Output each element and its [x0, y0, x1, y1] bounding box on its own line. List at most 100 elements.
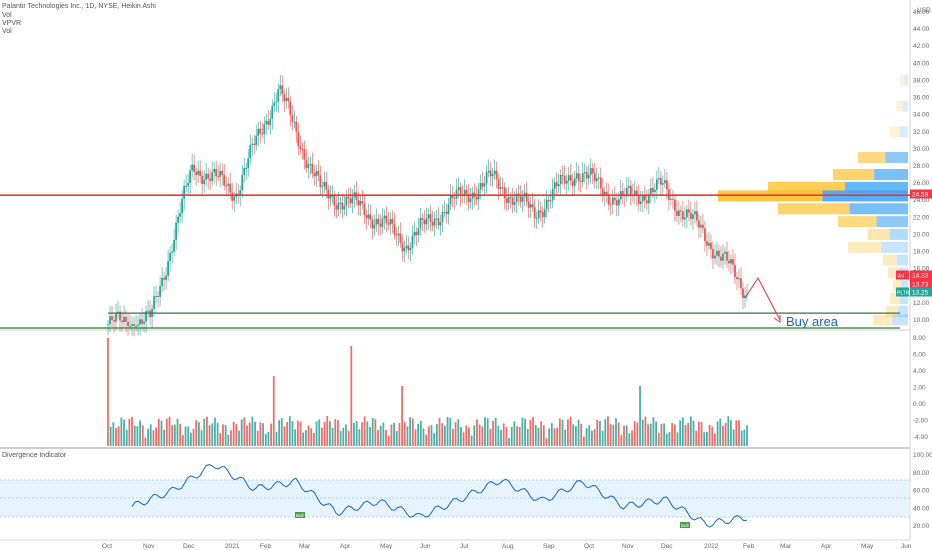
volume-bar [470, 435, 473, 446]
volume-bar [639, 386, 641, 446]
candle-body [541, 212, 544, 217]
candle-body [183, 186, 186, 199]
volume-bar [377, 430, 379, 446]
volume-bar [735, 420, 738, 446]
volume-bar [246, 425, 248, 446]
volume-bar [529, 419, 532, 446]
volume-axis-ticks: 8.00 6.00 4.00 2.00 0.00 -2.00 -4.00 [913, 335, 928, 441]
volume-bar [296, 420, 299, 446]
candle-body [501, 187, 504, 189]
candle-body [579, 180, 582, 182]
candle-body [603, 191, 606, 196]
volume-bar [730, 420, 732, 446]
volume-bar [187, 426, 190, 446]
candle-body [597, 177, 600, 179]
candle-body [297, 131, 300, 147]
candle-body [405, 245, 408, 248]
candle-body [355, 192, 358, 201]
volume-bar [128, 418, 131, 446]
volume-bar [673, 424, 676, 446]
volume-bar [676, 432, 679, 446]
volume-bar [607, 416, 609, 446]
candle-body [663, 180, 666, 184]
candle-body [720, 256, 722, 261]
price-tick-label: 44.00 [913, 26, 930, 33]
candle-body [732, 259, 734, 265]
volume-bar [409, 417, 412, 446]
price-tick-label: 30.00 [913, 146, 930, 153]
volume-bar [558, 418, 561, 446]
candle-body [221, 170, 224, 176]
volume-bar [649, 423, 652, 446]
candle-body [337, 202, 340, 210]
candle-body [185, 185, 188, 187]
volume-bar [387, 435, 390, 446]
candle-body [187, 182, 190, 186]
candle-body [425, 218, 428, 225]
volume-bar [248, 422, 251, 446]
volume-bar [288, 416, 291, 446]
candle-body [679, 210, 682, 212]
vpvr-bar-volume-up [900, 74, 905, 86]
price-levels[interactable] [0, 194, 910, 329]
candle-body [716, 250, 718, 256]
buy-area-label[interactable]: Buy area [786, 314, 839, 329]
candle-body [119, 311, 121, 321]
candle-body [193, 164, 196, 172]
candle-body [409, 248, 412, 251]
forecast-arrow[interactable] [744, 277, 781, 321]
price-tick-label: 34.00 [913, 112, 930, 119]
volume-bar [625, 425, 628, 446]
candle-body [688, 209, 690, 213]
volume-bar [719, 418, 722, 446]
candle-body [231, 192, 234, 201]
volume-bar [403, 422, 406, 446]
candle-body [391, 218, 394, 224]
volume-bar [350, 346, 353, 446]
time-tick-label: Feb [260, 543, 272, 550]
candle-body [359, 200, 362, 206]
price-badge-tag-label: PLTR [897, 291, 910, 297]
candle-body [361, 200, 364, 204]
candle-body [249, 144, 252, 159]
volume-bar [727, 416, 730, 446]
volume-tick-label: 2.00 [913, 385, 926, 392]
volume-bar [518, 426, 521, 446]
candle-body [681, 211, 684, 220]
time-axis-ticks: Oct Nov Dec 2021 Feb Mar Apr May Jun Jul Aug Sep Oct… [102, 543, 912, 550]
volume-bar [631, 430, 633, 446]
candle-body [403, 247, 406, 252]
volume-bar [460, 427, 462, 446]
time-tick-label: 2021 [225, 543, 240, 550]
candle-body [301, 148, 304, 150]
time-tick-label: Apr [340, 543, 351, 550]
candle-body [251, 143, 254, 145]
candle-body [744, 295, 746, 299]
candle-body [161, 277, 163, 287]
volume-bar [275, 431, 278, 446]
candle-body [269, 118, 272, 125]
candle-body [736, 277, 738, 280]
volume-bar [569, 416, 572, 446]
candle-body [684, 217, 686, 220]
candle-body [718, 250, 720, 257]
candle-body [431, 222, 434, 226]
candle-body [706, 241, 708, 246]
volume-bar [168, 416, 171, 446]
candle-body [511, 197, 514, 205]
candle-body [535, 217, 538, 219]
candle-body [513, 202, 516, 205]
volume-bar [636, 422, 639, 446]
volume-bar [312, 432, 315, 446]
volume-bar [577, 419, 580, 446]
time-tick-label: Feb [743, 543, 755, 550]
price-tick-label: 40.00 [913, 60, 930, 67]
volume-bar [545, 438, 548, 446]
candle-body [495, 170, 498, 180]
volume-bar [516, 426, 518, 446]
time-tick-label: Dec [183, 543, 195, 550]
volume-bar [171, 425, 174, 446]
price-badge-label: 13.25 [912, 290, 929, 297]
volume-bar [374, 419, 377, 446]
time-tick-label: Jun [901, 543, 912, 550]
